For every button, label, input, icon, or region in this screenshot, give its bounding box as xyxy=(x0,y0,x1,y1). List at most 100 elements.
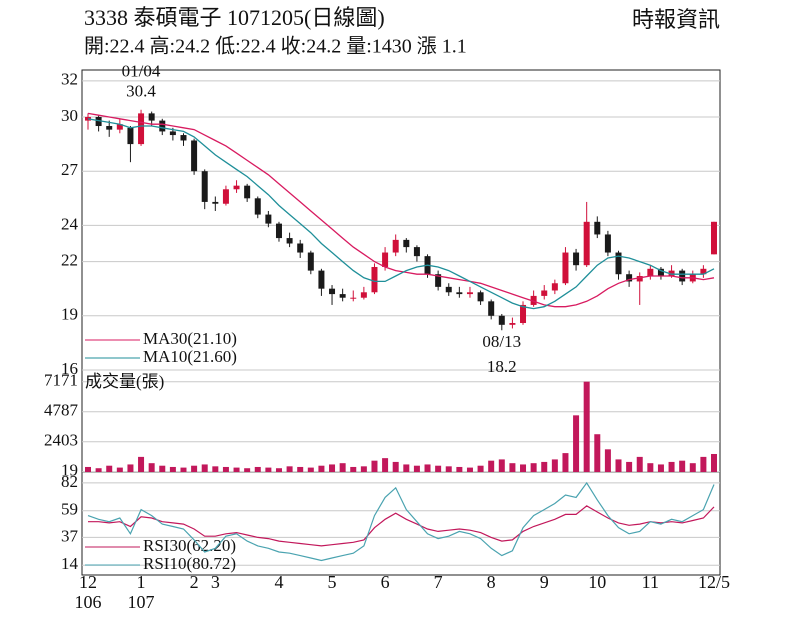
x-tick-label: 1 107 xyxy=(127,572,155,612)
candle-body xyxy=(307,252,314,271)
candle-body xyxy=(466,292,473,295)
volume-bar xyxy=(275,468,282,472)
y-tick-label: 19 xyxy=(61,461,78,480)
candle-body xyxy=(265,214,272,224)
x-tick-label: 10 xyxy=(588,572,607,592)
volume-bar xyxy=(265,467,272,472)
volume-bar xyxy=(551,459,558,472)
volume-bar xyxy=(116,467,123,472)
candle-body xyxy=(615,252,622,275)
volume-bar xyxy=(201,464,208,472)
candle-body xyxy=(392,239,399,253)
candle-body xyxy=(636,276,643,282)
annotation-value: 18.2 xyxy=(487,357,517,376)
candle-body xyxy=(138,113,145,145)
volume-bar xyxy=(254,466,261,472)
candle-body xyxy=(85,116,91,121)
candle-body xyxy=(679,270,686,282)
candle-body xyxy=(509,323,516,325)
y-tick-label: 59 xyxy=(61,500,78,519)
ma-line xyxy=(87,118,715,310)
candle-body xyxy=(127,127,134,145)
volume-bar xyxy=(127,464,134,472)
legend-label: RSI10(80.72) xyxy=(143,554,236,573)
candle-body xyxy=(541,290,548,296)
legend-label: RSI30(62.20) xyxy=(143,536,236,555)
volume-bar xyxy=(435,465,442,472)
volume-bar xyxy=(318,465,325,472)
candle-body xyxy=(700,268,707,275)
x-tick-label: 7 xyxy=(433,572,443,592)
candle-body xyxy=(191,140,198,172)
volume-bar xyxy=(360,466,367,472)
candle-body xyxy=(551,283,558,291)
frame xyxy=(81,69,721,576)
x-tick-label: 5 xyxy=(327,572,337,592)
volume-bar xyxy=(711,453,717,472)
volume-bar xyxy=(392,461,399,472)
volume-bar xyxy=(350,466,357,472)
volume-bar xyxy=(689,463,696,472)
volume-bar xyxy=(668,461,675,472)
x-tick-label: 9 xyxy=(539,572,549,592)
rsi-line xyxy=(87,481,715,562)
volume-bar xyxy=(169,466,176,472)
candle-body xyxy=(711,221,717,255)
volume-bar xyxy=(95,468,102,472)
y-tick-label: 30 xyxy=(61,106,78,125)
volume-bar xyxy=(466,467,473,472)
volume-bar xyxy=(382,458,389,472)
volume-bar xyxy=(413,465,420,472)
y-tick-label: 22 xyxy=(61,250,78,269)
volume-bar xyxy=(647,463,654,472)
volume-bar xyxy=(583,381,590,472)
volume-bar xyxy=(212,466,219,472)
volume-bar xyxy=(191,465,198,472)
candle-body xyxy=(201,171,208,202)
volume-bar xyxy=(159,465,166,472)
candle-body xyxy=(573,252,580,266)
volume-bar xyxy=(403,464,410,472)
y-tick-label: 14 xyxy=(61,554,79,573)
x-tick-label: 3 xyxy=(210,572,220,592)
candle-body xyxy=(445,286,452,293)
y-tick-label: 16 xyxy=(61,359,78,378)
candle-body xyxy=(456,292,463,295)
candle-body xyxy=(244,185,251,199)
candle-body xyxy=(286,238,293,244)
chart-title: 3338 泰碩電子 1071205(日線圖) xyxy=(84,5,385,30)
candle-body xyxy=(604,234,611,253)
candle-body xyxy=(212,201,219,204)
candle-body xyxy=(530,295,537,305)
candle-body xyxy=(106,126,113,130)
volume-bar xyxy=(477,465,484,472)
candle-body xyxy=(626,274,633,282)
candle-body xyxy=(594,221,601,235)
candle-body xyxy=(498,315,505,325)
y-tick-label: 24 xyxy=(61,214,79,233)
x-tick-label: 12/5 xyxy=(697,572,730,592)
rsi-line xyxy=(88,505,715,547)
legend-label: MA10(21.60) xyxy=(143,347,237,366)
y-tick-label: 7171 xyxy=(44,371,78,390)
x-tick-label: 12 106 xyxy=(74,572,102,612)
volume-bar xyxy=(573,415,580,472)
volume-bar xyxy=(509,463,516,472)
candle-body xyxy=(233,185,240,190)
volume-bar xyxy=(329,464,336,472)
volume-bar xyxy=(657,464,664,472)
x-tick-label: 2 xyxy=(189,572,199,592)
candle-body xyxy=(668,270,675,277)
x-tick-label: 4 xyxy=(274,572,284,592)
candle-body xyxy=(297,243,304,253)
volume-bar xyxy=(85,466,91,472)
y-tick-label: 32 xyxy=(61,70,78,89)
candle-body xyxy=(520,304,527,324)
candle-body xyxy=(403,239,410,248)
volume-bar xyxy=(626,461,633,472)
candle-body xyxy=(254,198,261,215)
volume-bar xyxy=(562,453,569,472)
volume-bar xyxy=(222,466,229,472)
